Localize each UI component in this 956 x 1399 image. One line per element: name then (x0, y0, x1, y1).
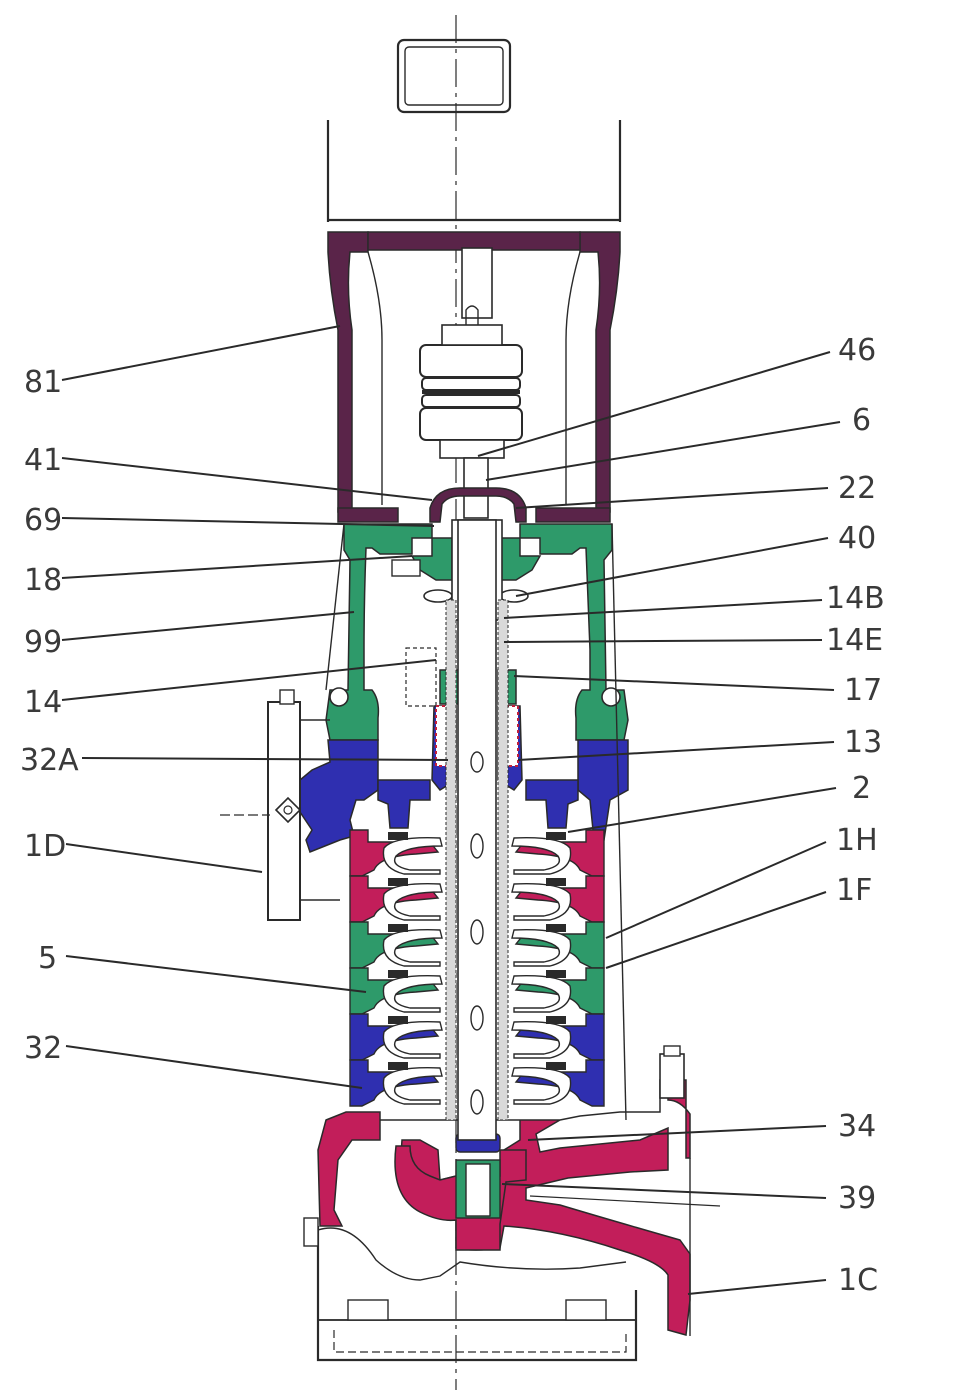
impeller-vane (382, 975, 443, 1013)
impeller-vane (382, 883, 443, 921)
base-outline (303, 1158, 721, 1362)
motor-outline (326, 120, 622, 222)
motor-stool (327, 231, 621, 523)
leader-line-32a (81, 757, 449, 761)
leader-line-14 (61, 659, 437, 701)
wear-ring (388, 1062, 408, 1070)
leader-line-99 (61, 611, 355, 641)
right-labels: 46 6 22 40 14B 14E 17 13 2 1H 1F 34 39 1C (477, 333, 885, 1298)
impeller-vane (511, 1067, 572, 1105)
part-label-13: 13 (844, 725, 882, 760)
wear-ring (546, 970, 566, 978)
column-outline (325, 523, 627, 1121)
bowl-stage (349, 1013, 605, 1061)
motor-shaft (461, 247, 493, 319)
impeller-vane (382, 1067, 443, 1105)
part-label-17: 17 (844, 673, 882, 708)
leader-line-2 (567, 787, 837, 833)
bowl-stage (349, 967, 605, 1015)
inlet-flange-bolt (659, 1045, 685, 1099)
coupling (419, 305, 523, 459)
leader-line-34 (527, 1125, 827, 1141)
impeller-vane (511, 929, 572, 967)
leader-line-40 (515, 537, 829, 597)
leader-line-39 (501, 1183, 827, 1199)
leader-line-1h (605, 841, 827, 939)
part-label-1h: 1H (836, 823, 878, 858)
part-label-14b: 14B (826, 581, 885, 616)
part-label-81: 81 (24, 365, 62, 400)
leader-line-41 (61, 457, 433, 501)
leader-line-17 (513, 675, 835, 691)
leader-line-13 (517, 741, 835, 761)
part-label-40: 40 (838, 521, 876, 556)
bowl-stage (349, 1059, 605, 1107)
wear-ring (546, 924, 566, 932)
leader-line-5 (65, 955, 367, 993)
left-labels: 81 41 69 18 99 14 32A 1D 5 32 (20, 325, 449, 1089)
leader-line-1d (65, 843, 263, 873)
part-label-2: 2 (852, 771, 871, 806)
bowl-stage (349, 829, 605, 877)
leader-line-22 (515, 487, 829, 509)
part-label-6: 6 (852, 403, 871, 438)
leader-line-14e (503, 639, 823, 643)
wear-ring (388, 878, 408, 886)
part-label-39: 39 (838, 1181, 876, 1216)
part-label-22: 22 (838, 471, 876, 506)
part-label-41: 41 (24, 443, 62, 478)
bowl-stage (349, 875, 605, 923)
wear-ring (388, 832, 408, 840)
wear-ring (388, 924, 408, 932)
part-label-5: 5 (38, 941, 57, 976)
wear-ring (546, 832, 566, 840)
leader-line-32 (65, 1045, 363, 1089)
pump-shaft (445, 519, 509, 1141)
wear-ring (546, 1062, 566, 1070)
wear-ring (546, 878, 566, 886)
part-label-1c: 1C (838, 1263, 878, 1298)
impeller-vane (511, 883, 572, 921)
leader-line-46 (477, 351, 831, 457)
bracket-details (329, 559, 621, 707)
part-label-34: 34 (838, 1109, 876, 1144)
bearing-cover (429, 487, 527, 523)
impeller-vane (511, 1021, 572, 1059)
leader-line-69 (61, 517, 435, 527)
bowl-stages (349, 829, 605, 1107)
impeller-vane (511, 975, 572, 1013)
leader-line-18 (61, 555, 413, 579)
leader-line-1c (687, 1279, 827, 1295)
part-label-32: 32 (24, 1031, 62, 1066)
part-label-99: 99 (24, 625, 62, 660)
part-label-14: 14 (24, 685, 62, 720)
leader-line-81 (61, 325, 341, 381)
part-label-46: 46 (838, 333, 876, 368)
part-label-14e: 14E (826, 623, 883, 658)
leader-line-6 (485, 421, 841, 481)
impeller-vane (382, 1021, 443, 1059)
leader-line-1f (605, 891, 827, 969)
bottom-bearing (455, 1133, 501, 1219)
wear-ring (388, 970, 408, 978)
leader-line-14b (503, 599, 823, 619)
bowl-stage (349, 921, 605, 969)
wear-ring (546, 1016, 566, 1024)
part-label-1f: 1F (836, 873, 872, 908)
impeller-vane (511, 837, 572, 875)
impeller-vane (382, 837, 443, 875)
part-label-32a: 32A (20, 743, 79, 778)
part-label-69: 69 (24, 503, 62, 538)
impeller-vane (382, 929, 443, 967)
motor-terminal-box (396, 38, 512, 114)
part-label-18: 18 (24, 563, 62, 598)
wear-ring (388, 1016, 408, 1024)
stool-inner-lines (367, 251, 581, 505)
discharge-flange (220, 689, 340, 921)
part-label-1d: 1D (24, 829, 66, 864)
